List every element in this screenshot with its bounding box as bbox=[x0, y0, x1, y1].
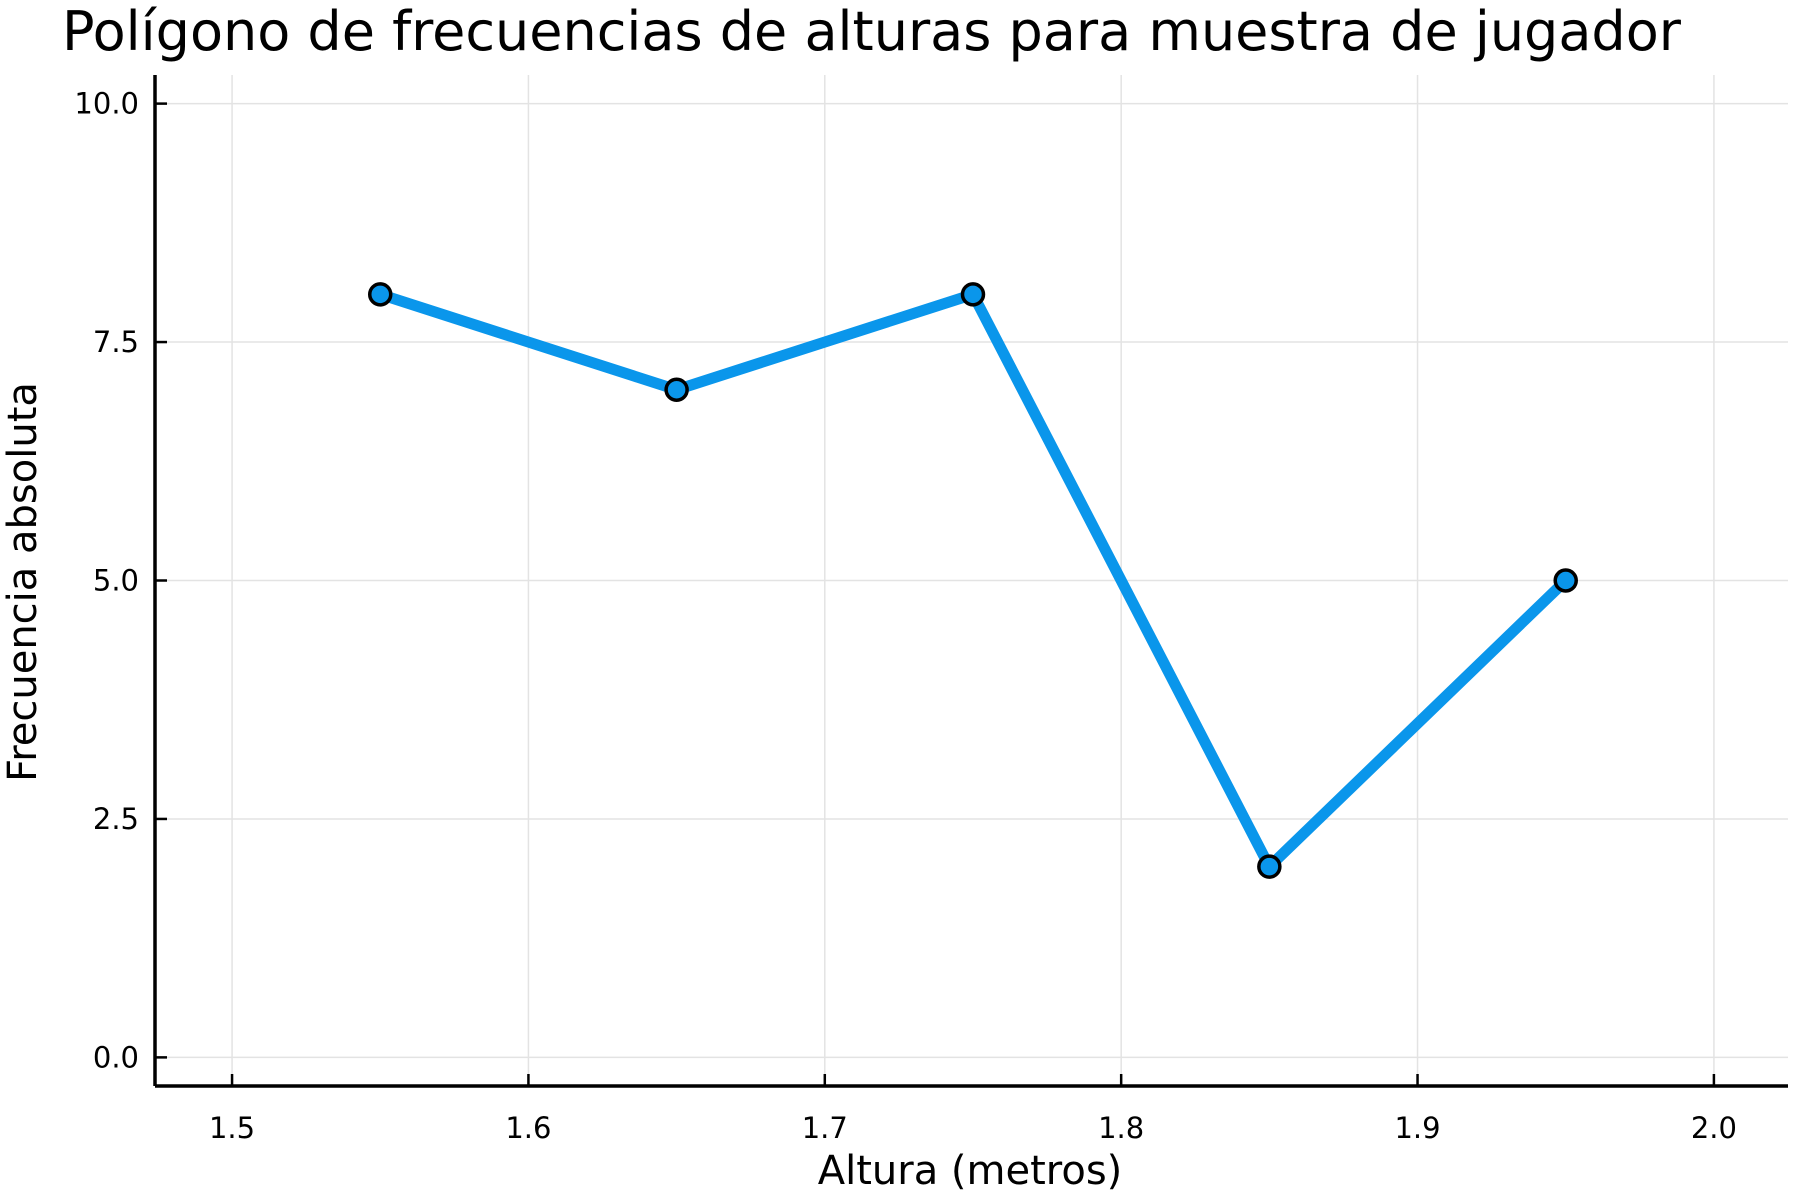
y-tick-label: 2.5 bbox=[93, 802, 139, 836]
x-tick-label: 2.0 bbox=[1691, 1111, 1737, 1145]
axes bbox=[153, 75, 1788, 1088]
chart-title: Polígono de frecuencias de alturas para … bbox=[62, 0, 1682, 63]
series bbox=[367, 282, 1578, 879]
data-point bbox=[664, 377, 689, 402]
data-point bbox=[367, 282, 393, 307]
y-tick-label: 5.0 bbox=[93, 564, 139, 598]
x-tick-label: 1.6 bbox=[505, 1111, 551, 1145]
tick-labels: 1.5 1.6 1.7 1.8 1.9 2.0 0.0 2.5 5.0 7.5 10.0 bbox=[74, 87, 1737, 1145]
y-tick-label: 0.0 bbox=[93, 1040, 139, 1074]
grid bbox=[155, 75, 1788, 1086]
data-point bbox=[1257, 854, 1282, 879]
data-point bbox=[960, 282, 986, 307]
y-tick-label: 10.0 bbox=[74, 87, 139, 121]
y-axis-label: Frecuencia absoluta bbox=[0, 382, 46, 782]
x-axis-label: Altura (metros) bbox=[818, 1148, 1123, 1194]
y-tick-label: 7.5 bbox=[93, 325, 139, 359]
x-tick-label: 1.9 bbox=[1394, 1111, 1440, 1145]
x-tick-label: 1.5 bbox=[209, 1111, 255, 1145]
x-tick-label: 1.8 bbox=[1098, 1111, 1144, 1145]
data-point bbox=[1553, 568, 1578, 593]
x-tick-label: 1.7 bbox=[802, 1111, 848, 1145]
